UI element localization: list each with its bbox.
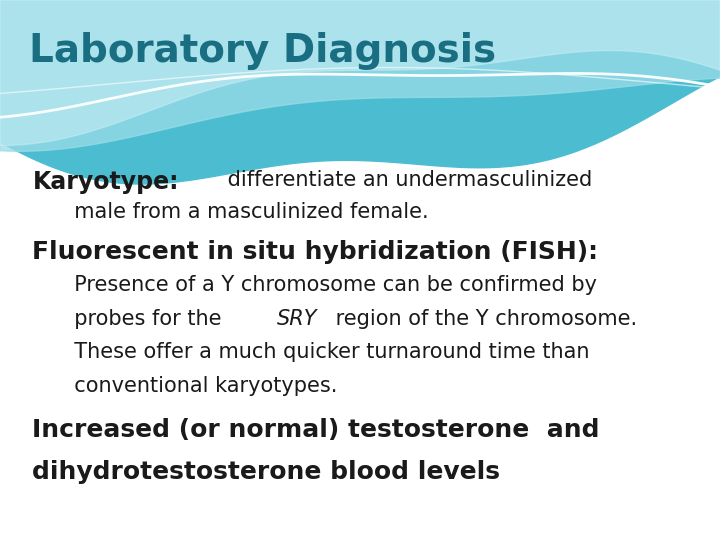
Text: Increased (or normal) testosterone  and: Increased (or normal) testosterone and bbox=[32, 418, 600, 442]
Text: male from a masculinized female.: male from a masculinized female. bbox=[61, 202, 429, 222]
Text: SRY: SRY bbox=[277, 309, 318, 329]
Text: These offer a much quicker turnaround time than: These offer a much quicker turnaround ti… bbox=[61, 342, 590, 362]
Text: Karyotype:: Karyotype: bbox=[32, 170, 179, 194]
Text: dihydrotestosterone blood levels: dihydrotestosterone blood levels bbox=[32, 460, 500, 484]
Text: Fluorescent in situ hybridization (FISH):: Fluorescent in situ hybridization (FISH)… bbox=[32, 240, 598, 264]
Polygon shape bbox=[0, 0, 720, 151]
Text: Laboratory Diagnosis: Laboratory Diagnosis bbox=[29, 32, 496, 70]
Text: conventional karyotypes.: conventional karyotypes. bbox=[61, 376, 338, 396]
Polygon shape bbox=[0, 0, 720, 146]
Text: probes for the: probes for the bbox=[61, 309, 228, 329]
Polygon shape bbox=[0, 0, 720, 184]
Text: region of the Y chromosome.: region of the Y chromosome. bbox=[329, 309, 637, 329]
Text: Presence of a Y chromosome can be confirmed by: Presence of a Y chromosome can be confir… bbox=[61, 275, 597, 295]
Text: differentiate an undermasculinized: differentiate an undermasculinized bbox=[222, 170, 593, 190]
